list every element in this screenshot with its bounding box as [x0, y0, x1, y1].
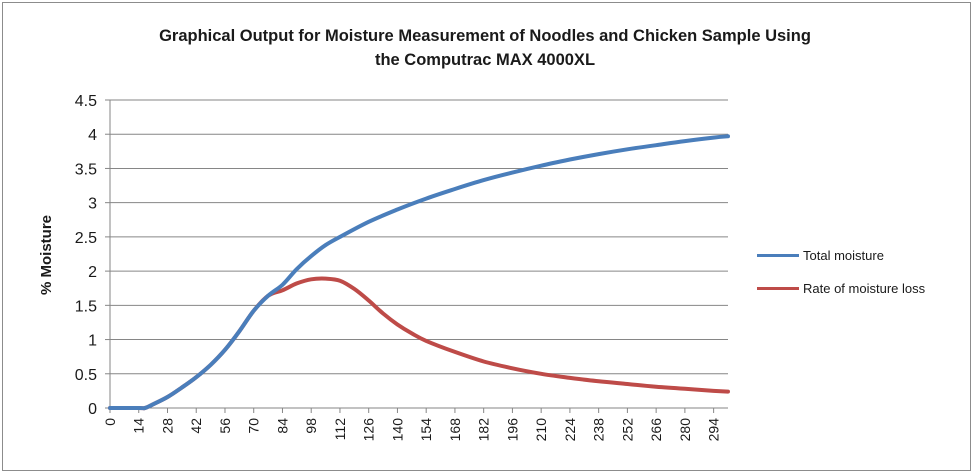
- legend-item-rate-of-moisture-loss: Rate of moisture loss: [757, 278, 925, 298]
- x-tick-label: 252: [619, 418, 635, 442]
- legend-swatch-total-moisture: [757, 253, 799, 257]
- series-line-rate-of-moisture-loss: [108, 276, 730, 411]
- y-tick-label: 0: [88, 401, 97, 418]
- series-line-total-moisture: [108, 134, 730, 411]
- y-tick-label: 3: [88, 196, 97, 213]
- x-tick-labels: 0 14 28 42 56 70 84 98 112 126 140 154 168 182 196 210 2…: [102, 408, 722, 441]
- legend-swatch-rate-of-moisture-loss: [757, 286, 799, 290]
- x-tick-label: 238: [591, 418, 607, 442]
- x-tick-label: 168: [447, 418, 463, 442]
- chart-title-line-2: the Computrac MAX 4000XL: [374, 51, 596, 69]
- chart-title: Graphical Output for Moisture Measuremen…: [40, 24, 930, 72]
- axes: % Moisture: [38, 100, 728, 409]
- x-tick-label: 0: [102, 418, 118, 426]
- x-tick-label: 182: [476, 418, 492, 442]
- y-tick-label: 1.5: [75, 298, 97, 315]
- legend-label-total-moisture: Total moisture: [803, 247, 884, 263]
- x-tick-label: 28: [159, 418, 175, 434]
- x-tick-label: 196: [504, 418, 520, 442]
- y-tick-labels: 0 0.5 1 1.5 2 2.5 3 3.5 4 4.5: [75, 93, 110, 418]
- x-tick-label: 70: [246, 418, 262, 434]
- x-tick-label: 56: [217, 418, 233, 434]
- x-tick-label: 294: [706, 418, 722, 442]
- x-tick-label: 266: [648, 418, 664, 442]
- y-tick-label: 3.5: [75, 161, 97, 178]
- x-tick-label: 126: [361, 418, 377, 442]
- x-tick-label: 112: [332, 418, 348, 441]
- chart-title-line-1: Graphical Output for Moisture Measuremen…: [159, 27, 811, 45]
- y-tick-label: 4.5: [75, 93, 97, 110]
- y-tick-label: 2.5: [75, 230, 97, 247]
- x-tick-label: 280: [677, 418, 693, 442]
- y-tick-label: 1: [88, 333, 97, 350]
- x-tick-label: 154: [418, 418, 434, 442]
- legend-label-rate-of-moisture-loss: Rate of moisture loss: [803, 280, 926, 296]
- x-tick-label: 140: [389, 418, 405, 442]
- x-tick-label: 84: [274, 418, 290, 434]
- y-axis-label: % Moisture: [38, 215, 55, 295]
- series-lines: [108, 134, 730, 411]
- x-tick-label: 210: [533, 418, 549, 442]
- y-tick-label: 2: [88, 264, 97, 281]
- y-tick-label: 4: [88, 127, 97, 144]
- x-tick-label: 98: [303, 418, 319, 434]
- x-tick-label: 14: [131, 418, 147, 434]
- x-tick-label: 224: [562, 418, 578, 442]
- y-tick-label: 0.5: [75, 367, 97, 384]
- legend-item-total-moisture: Total moisture: [757, 245, 884, 265]
- x-tick-label: 42: [188, 418, 204, 434]
- grid-lines: [110, 99, 728, 375]
